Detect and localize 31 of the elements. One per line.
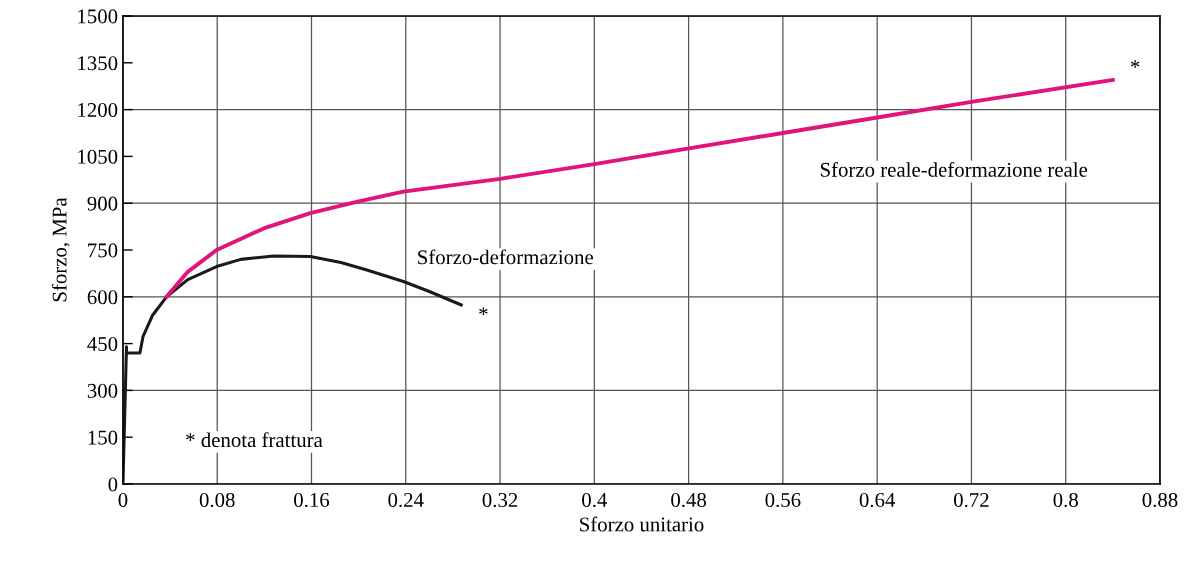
- annotation: *: [1130, 60, 1140, 68]
- series-label: Sforzo-deformazione: [418, 249, 593, 265]
- x-axis-title: Sforzo unitario: [580, 516, 704, 532]
- annotation: * denota frattura: [186, 432, 323, 448]
- y-tick-label: 600: [87, 290, 118, 305]
- y-axis-title: Sforzo, MPa: [51, 197, 70, 302]
- x-tick-label: 0.64: [859, 492, 896, 508]
- x-tick-label: 0.32: [482, 492, 518, 508]
- line-series: [164, 78, 1115, 299]
- x-tick-label: 0: [118, 492, 128, 508]
- y-tick-label: 1050: [78, 149, 118, 164]
- x-tick-label: 0.56: [765, 492, 801, 508]
- y-tick-label: 750: [88, 243, 118, 258]
- y-tick-label: 300: [87, 383, 118, 398]
- y-tick-label: 900: [87, 196, 118, 211]
- x-tick-label: 0.48: [671, 492, 707, 508]
- y-tick-label: 0: [108, 477, 118, 492]
- y-tick-label: 450: [87, 336, 118, 352]
- y-tick-label: 1500: [78, 9, 118, 24]
- x-tick-label: 0.72: [954, 492, 989, 508]
- x-tick-label: 0.88: [1142, 492, 1178, 508]
- x-tick-label: 0.08: [199, 492, 235, 508]
- annotation: *: [479, 307, 488, 316]
- x-tick-label: 0.8: [1053, 492, 1078, 508]
- y-tick-label: 150: [88, 430, 118, 445]
- series-label: Sforzo reale-deformazione reale: [820, 161, 1088, 177]
- x-tick-label: 0.24: [388, 492, 424, 508]
- y-tick-label: 1200: [78, 102, 118, 118]
- x-tick-label: 0.16: [294, 492, 330, 508]
- x-tick-label: 0.4: [582, 492, 608, 508]
- y-tick-label: 1350: [78, 56, 118, 71]
